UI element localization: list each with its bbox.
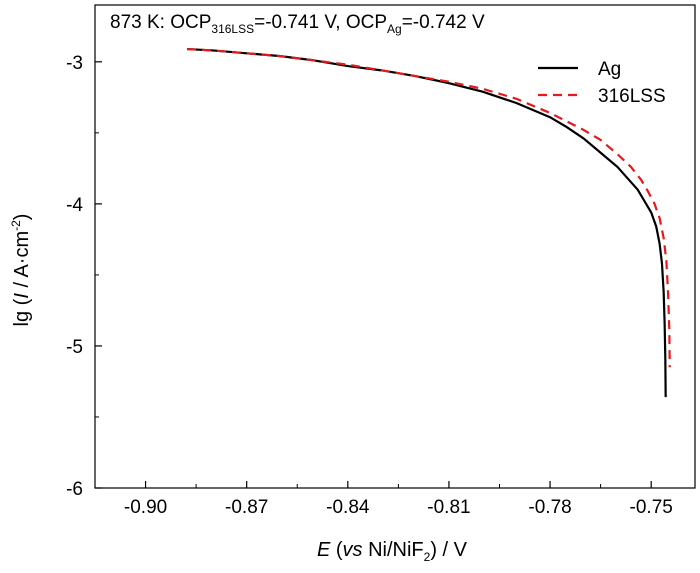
plot-frame — [94, 4, 696, 489]
y-tick-label-3: -3 — [66, 53, 83, 74]
legend: Ag 316LSS — [538, 59, 666, 107]
series-layer — [186, 47, 671, 398]
x-tick-label-0: -0.90 — [124, 497, 167, 518]
x-tick-label-3: -0.81 — [427, 497, 470, 518]
legend-label-ag: Ag — [598, 59, 621, 80]
annotation-text: 873 K: OCP316LSS=-0.741 V, OCPAg=-0.742 … — [110, 12, 485, 36]
series-line-316lss — [186, 47, 671, 368]
x-axis-title: E (vs Ni/NiF2) / V — [317, 539, 468, 564]
y-axis-title: lg (I / A·cm-2) — [9, 214, 33, 327]
y-tick-label-0: -6 — [66, 479, 83, 500]
x-tick-label-5: -0.75 — [630, 497, 673, 518]
legend-label-316lss: 316LSS — [598, 86, 666, 107]
y-tick-label-2: -4 — [66, 195, 83, 216]
y-tick-label-1: -5 — [66, 337, 83, 358]
x-tick-label-1: -0.87 — [225, 497, 268, 518]
x-tick-label-4: -0.78 — [528, 497, 571, 518]
ticks-layer: -0.90 -0.87 -0.84 -0.81 -0.78 -0.75 -6 -5 -4 -3 — [66, 53, 673, 518]
x-tick-label-2: -0.84 — [326, 497, 370, 518]
